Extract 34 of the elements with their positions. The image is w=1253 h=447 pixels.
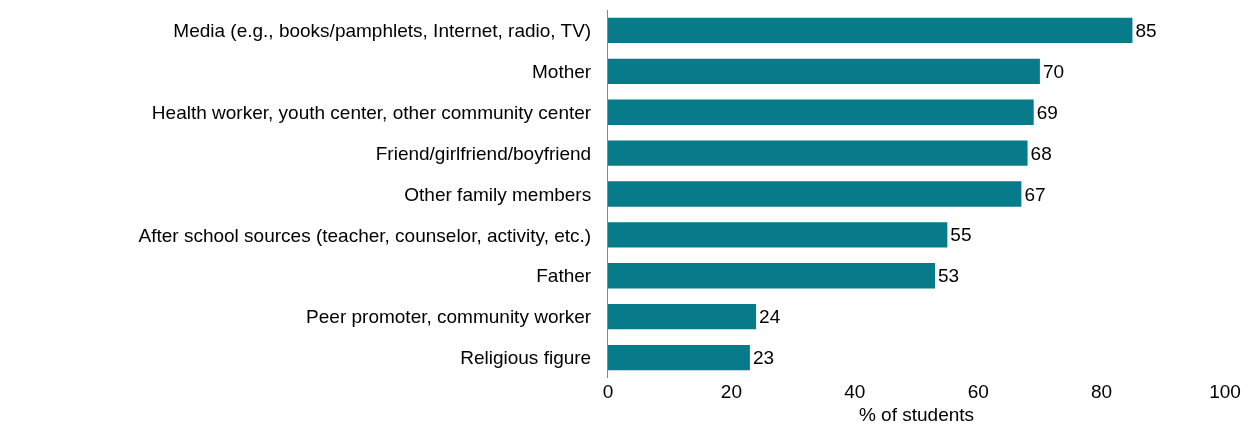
y-tick-label: Peer promoter, community worker (306, 306, 592, 328)
bar (608, 344, 750, 371)
bar (608, 222, 948, 248)
y-tick-label: Health worker, youth center, other community center (151, 101, 592, 123)
data-label: 55 (950, 224, 972, 246)
bar (608, 17, 1133, 44)
data-label: 53 (938, 265, 960, 287)
data-label: 85 (1135, 19, 1157, 41)
y-tick-label: After school sources (teacher, counselor, activity, etc.) (138, 224, 592, 246)
data-label: 24 (759, 306, 781, 328)
data-label: 23 (752, 347, 775, 369)
x-tick-label: 80 (1091, 381, 1113, 402)
data-label: 69 (1036, 101, 1058, 123)
bar (608, 263, 936, 289)
y-tick-label: Friend/girlfriend/boyfriend (375, 142, 592, 164)
x-tick-label: 20 (720, 381, 742, 402)
y-tick-label: Media (e.g., books/pamphlets, Internet, radio, TV) (173, 20, 592, 42)
bar (608, 99, 1034, 125)
y-tick-label: Religious figure (460, 347, 592, 369)
y-tick-label: Other family members (404, 183, 592, 205)
data-label: 67 (1024, 183, 1046, 205)
bar (608, 181, 1022, 207)
data-label: 70 (1042, 60, 1065, 82)
x-axis-title: % of students (858, 403, 975, 425)
x-tick-label: 100 (1209, 381, 1241, 402)
data-label: 68 (1030, 142, 1052, 164)
bar (608, 58, 1040, 85)
x-tick-label: 0 (602, 381, 614, 402)
bar (608, 140, 1028, 166)
x-tick-label: 60 (967, 381, 989, 402)
y-tick-label: Mother (532, 60, 592, 82)
bar (608, 303, 757, 330)
x-tick-label: 40 (844, 381, 866, 402)
y-tick-label: Father (536, 265, 592, 287)
